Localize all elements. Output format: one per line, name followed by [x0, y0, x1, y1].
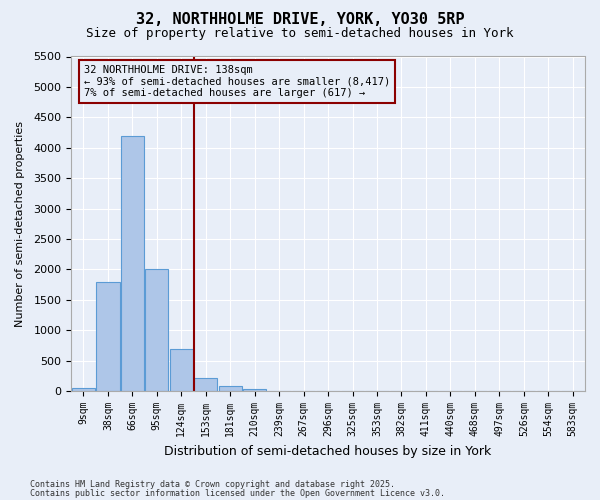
Bar [145, 270, 169, 391]
Bar [194, 378, 217, 391]
Text: 32, NORTHHOLME DRIVE, YORK, YO30 5RP: 32, NORTHHOLME DRIVE, YORK, YO30 5RP [136, 12, 464, 28]
Bar [170, 348, 193, 391]
Text: 32 NORTHHOLME DRIVE: 138sqm
← 93% of semi-detached houses are smaller (8,417)
7%: 32 NORTHHOLME DRIVE: 138sqm ← 93% of sem… [84, 65, 390, 98]
Text: Contains HM Land Registry data © Crown copyright and database right 2025.: Contains HM Land Registry data © Crown c… [30, 480, 395, 489]
Text: Size of property relative to semi-detached houses in York: Size of property relative to semi-detach… [86, 28, 514, 40]
X-axis label: Distribution of semi-detached houses by size in York: Distribution of semi-detached houses by … [164, 444, 492, 458]
Bar [243, 390, 266, 391]
Text: Contains public sector information licensed under the Open Government Licence v3: Contains public sector information licen… [30, 489, 445, 498]
Bar [72, 388, 95, 391]
Y-axis label: Number of semi-detached properties: Number of semi-detached properties [15, 121, 25, 327]
Bar [121, 136, 144, 391]
Bar [96, 282, 119, 391]
Bar [218, 386, 242, 391]
